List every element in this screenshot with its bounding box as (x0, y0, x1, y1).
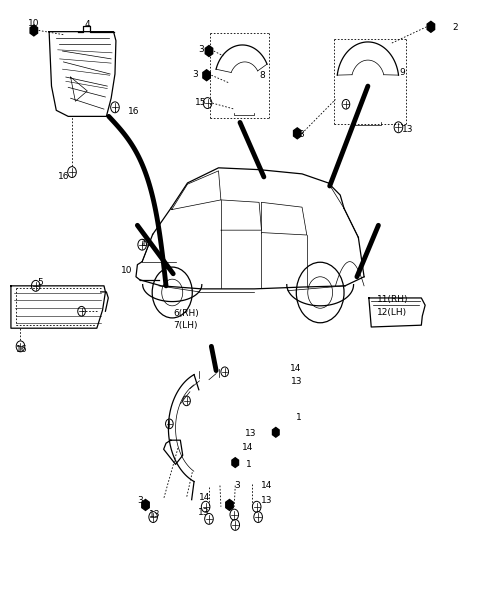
Polygon shape (273, 427, 279, 437)
Text: 13: 13 (402, 125, 414, 134)
Text: 1: 1 (296, 413, 302, 423)
Text: 12(LH): 12(LH) (377, 308, 408, 317)
Text: 13: 13 (245, 429, 256, 438)
Polygon shape (294, 128, 301, 139)
Text: 11(RH): 11(RH) (377, 295, 409, 304)
Text: 10: 10 (28, 19, 39, 29)
Text: 3: 3 (234, 481, 240, 490)
Text: 5: 5 (37, 278, 43, 288)
Text: 13: 13 (198, 508, 209, 517)
Text: 15: 15 (195, 98, 206, 107)
Text: 14: 14 (199, 493, 211, 502)
Text: 14: 14 (289, 364, 301, 373)
Text: 3: 3 (199, 46, 204, 54)
Text: 4: 4 (85, 20, 91, 29)
Polygon shape (30, 25, 37, 36)
Text: 6(RH): 6(RH) (173, 309, 199, 317)
Polygon shape (205, 46, 213, 57)
Text: 10: 10 (120, 266, 132, 275)
Text: 13: 13 (149, 510, 161, 519)
Text: 3: 3 (192, 69, 198, 78)
Text: 14: 14 (242, 443, 253, 452)
Polygon shape (226, 500, 233, 510)
Text: 3: 3 (298, 130, 304, 139)
Polygon shape (203, 70, 210, 81)
Text: 16: 16 (128, 107, 139, 116)
Text: 1: 1 (246, 460, 252, 469)
Text: 14: 14 (261, 481, 272, 490)
Text: 7(LH): 7(LH) (173, 320, 198, 330)
Text: 9: 9 (400, 68, 406, 77)
Text: 8: 8 (259, 71, 265, 80)
Text: 13: 13 (261, 496, 272, 505)
Polygon shape (142, 500, 149, 510)
Text: 13: 13 (291, 377, 302, 386)
Text: 16: 16 (58, 173, 69, 181)
Text: 16: 16 (16, 345, 27, 354)
Text: 3: 3 (137, 496, 143, 505)
Polygon shape (427, 21, 434, 32)
Text: 16: 16 (141, 239, 152, 248)
Polygon shape (232, 458, 239, 468)
Text: 2: 2 (452, 23, 457, 32)
